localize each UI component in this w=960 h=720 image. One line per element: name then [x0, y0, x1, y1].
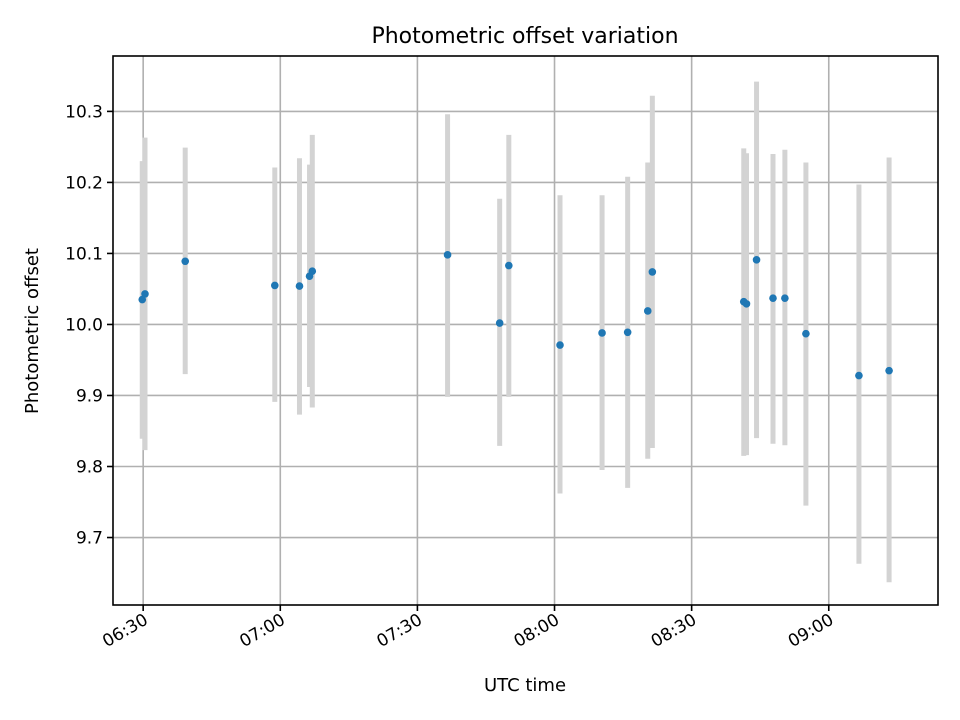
- x-tick-labels: 06:30 07:00 07:30 08:00 08:30 09:00: [99, 610, 837, 652]
- data-point: [885, 366, 893, 375]
- data-point: [643, 307, 652, 315]
- data-point: [623, 328, 632, 337]
- data-point: [802, 329, 810, 338]
- y-tick-label: 10.2: [65, 173, 103, 193]
- data-point: [295, 282, 304, 290]
- data-point: [742, 300, 751, 308]
- data-point: [769, 294, 777, 302]
- x-tick-label: 07:00: [236, 610, 288, 652]
- data-point: [752, 256, 761, 264]
- data-points: [138, 251, 893, 380]
- data-point: [271, 281, 279, 290]
- chart-title: Photometric offset variation: [371, 24, 678, 49]
- y-tick-label: 10.1: [65, 244, 103, 264]
- data-point: [556, 341, 564, 349]
- grid-layer: [113, 56, 938, 605]
- y-tick-label: 10.3: [65, 102, 103, 122]
- y-axis-label: Photometric offset: [22, 248, 43, 414]
- data-point: [181, 257, 190, 266]
- error-bars: [139, 81, 892, 583]
- data-point: [443, 251, 452, 259]
- data-point: [505, 261, 513, 270]
- y-tick-label: 10.0: [65, 315, 103, 335]
- data-point: [648, 268, 657, 276]
- data-point: [141, 290, 149, 298]
- y-tick-label: 9.9: [76, 386, 103, 406]
- x-tick-label: 06:30: [99, 610, 151, 652]
- x-tick-label: 08:30: [648, 610, 700, 652]
- x-tick-label: 09:00: [785, 610, 837, 652]
- y-tick-label: 9.7: [76, 529, 103, 549]
- y-tick-labels: 9.7 9.8 9.9 10.0 10.1 10.2 10.3: [65, 102, 103, 548]
- x-tick-label: 08:00: [511, 610, 563, 652]
- plot-frame: [112, 55, 939, 606]
- x-tick-label: 07:30: [373, 610, 425, 652]
- data-point: [781, 294, 789, 302]
- y-tick-label: 9.8: [76, 458, 103, 478]
- data-point: [308, 267, 317, 275]
- x-axis-label: UTC time: [484, 675, 566, 696]
- data-point: [855, 371, 863, 380]
- data-point: [495, 319, 504, 327]
- tick-marks: [107, 110, 830, 611]
- data-point: [598, 329, 606, 337]
- data-point: [138, 295, 147, 304]
